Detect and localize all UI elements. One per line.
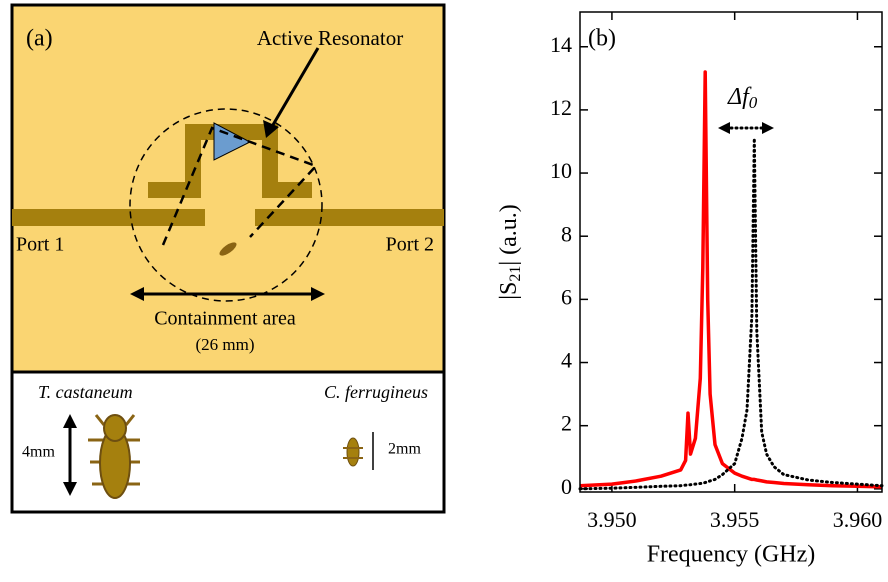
insect-head	[104, 415, 126, 441]
y-label-part: 21	[507, 266, 524, 282]
panel-a: (a) Active Resonator Port 1 Port 2 Conta…	[12, 5, 444, 512]
y-tick-label: 14	[550, 32, 572, 57]
area-label: Containment area	[154, 308, 296, 330]
y-axis-label: |S21| (a.u.)	[496, 204, 524, 300]
y-tick-label: 6	[561, 284, 572, 309]
insect	[347, 438, 359, 466]
x-tick-label: 3.960	[833, 507, 883, 532]
insect-name: T. castaneum	[38, 382, 133, 402]
size-label: 4mm	[22, 444, 55, 461]
y-tick-label: 0	[561, 474, 572, 499]
y-tick-label: 8	[561, 221, 572, 246]
arrowhead	[718, 122, 730, 134]
panel-label: (b)	[588, 26, 616, 52]
y-tick-label: 4	[561, 348, 572, 373]
arrowhead	[762, 122, 774, 134]
x-tick-label: 3.950	[587, 507, 637, 532]
panel-b: 0 2 4 6 8 10 12 14 3.950 3.955 3.960 (b) Frequency (…	[496, 12, 883, 568]
x-tick-label: 3.955	[710, 507, 760, 532]
y-label-part: |S	[496, 282, 522, 300]
resonator-label: Active Resonator	[257, 26, 403, 50]
feed-line	[255, 209, 444, 226]
series-line	[580, 138, 882, 489]
annotation: Δf0	[727, 84, 758, 112]
size-label: 2mm	[388, 441, 421, 458]
area-size: (26 mm)	[195, 335, 254, 354]
y-tick-label: 12	[550, 95, 572, 120]
figure: (a) Active Resonator Port 1 Port 2 Conta…	[0, 0, 888, 577]
panel-label: (a)	[26, 26, 53, 52]
port-label: Port 1	[16, 234, 64, 256]
port-label: Port 2	[386, 234, 434, 256]
y-tick-label: 2	[561, 411, 572, 436]
x-axis-label: Frequency (GHz)	[647, 542, 816, 568]
y-tick-label: 10	[550, 158, 572, 183]
annotation-part: 0	[749, 93, 758, 112]
series-line	[580, 72, 882, 487]
insect-name: C. ferrugineus	[324, 382, 428, 402]
y-label-part: | (a.u.)	[496, 204, 522, 265]
